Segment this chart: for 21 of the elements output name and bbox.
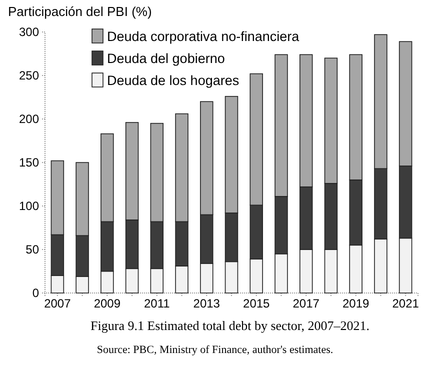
y-axis-title: Participación del PBI (%) <box>8 4 152 19</box>
x-tick-label: 2007 <box>44 296 72 311</box>
y-tick-label: 0 <box>32 286 40 300</box>
x-tick-label: 2011 <box>144 296 170 311</box>
y-tick-label: 150 <box>18 155 40 170</box>
y-tick-label: 250 <box>18 68 40 82</box>
y-tick-label: 100 <box>18 198 40 213</box>
legend-label: Deuda de los hogares <box>107 73 240 88</box>
x-tick-label: 2021 <box>392 296 420 311</box>
source-note: Source: PBC, Ministry of Finance, author's estimates. <box>96 344 334 356</box>
x-tick-label: 2015 <box>243 296 270 311</box>
x-tick-label: 2019 <box>342 296 370 311</box>
y-tick-label: 200 <box>18 112 40 126</box>
x-tick-label: 2017 <box>292 296 320 311</box>
legend-label: Deuda del gobierno <box>107 51 225 66</box>
y-tick-label: 50 <box>26 242 40 256</box>
legend-label: Deuda corporativa no-financiera <box>107 29 300 44</box>
x-tick-label: 2013 <box>193 296 220 311</box>
y-tick-label: 300 <box>18 24 40 39</box>
x-tick-label: 2009 <box>94 296 121 311</box>
text: Figura 9.1 Estimated total debt by sector, 2007–2021. <box>90 318 370 333</box>
